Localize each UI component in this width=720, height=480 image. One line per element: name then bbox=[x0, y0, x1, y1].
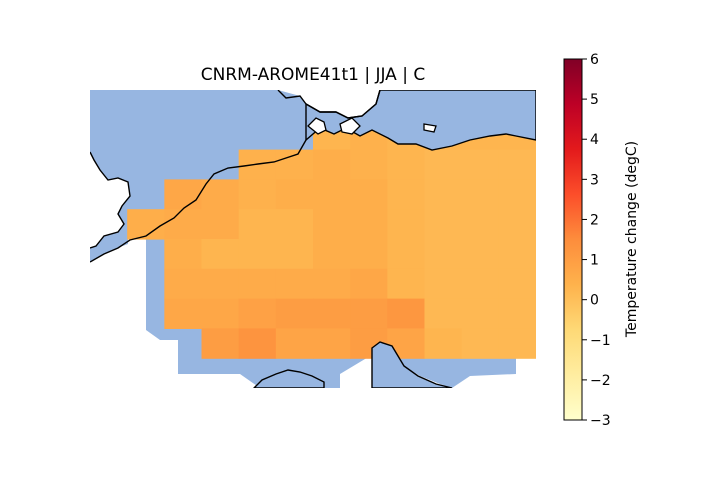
grid-cell bbox=[424, 209, 463, 240]
grid-cell bbox=[461, 209, 500, 240]
colorbar-tick-label: 3 bbox=[590, 172, 599, 188]
colorbar-tick-label: 4 bbox=[590, 132, 599, 148]
grid-cell bbox=[238, 179, 277, 210]
grid-cell bbox=[498, 298, 536, 329]
grid-cell bbox=[127, 209, 165, 240]
grid-cell bbox=[313, 328, 351, 359]
grid-cell bbox=[424, 328, 463, 359]
grid-cell bbox=[498, 209, 536, 240]
grid-cell bbox=[275, 209, 314, 240]
grid-cell bbox=[461, 239, 500, 270]
grid-cell bbox=[387, 179, 426, 210]
grid-cell bbox=[275, 328, 314, 359]
colorbar-tick-label: −3 bbox=[590, 413, 611, 429]
grid-cell bbox=[498, 179, 536, 210]
grid-cell bbox=[387, 239, 426, 270]
grid-cell bbox=[201, 298, 240, 329]
land-scandinavia bbox=[278, 90, 380, 118]
grid-cell bbox=[164, 298, 203, 329]
grid-cell bbox=[275, 149, 314, 180]
grid-cell bbox=[164, 179, 203, 210]
sea-adriatic bbox=[371, 341, 453, 388]
land-balkans bbox=[452, 374, 536, 388]
grid-cell bbox=[201, 268, 240, 300]
grid-cell bbox=[461, 328, 500, 359]
colorbar-label: Temperature change (degC) bbox=[624, 141, 640, 338]
coastline-continent bbox=[90, 139, 307, 263]
coastline-britain bbox=[90, 151, 131, 249]
colorbar-tick-label: −2 bbox=[590, 373, 611, 389]
grid-cell bbox=[164, 209, 203, 240]
grid-cell bbox=[498, 239, 536, 270]
grid-cell bbox=[461, 149, 500, 180]
grid-cell bbox=[461, 268, 500, 300]
grid-cell bbox=[238, 268, 277, 300]
grid-cell bbox=[498, 328, 536, 359]
colorbar: −3 −2 −1 0 1 2 3 4 5 6 Temperature change (degC) bbox=[563, 52, 640, 429]
grid-cell bbox=[238, 239, 277, 270]
grid-cell bbox=[313, 149, 351, 180]
grid-cell bbox=[387, 209, 426, 240]
grid-cell bbox=[498, 149, 536, 180]
grid-cell bbox=[424, 298, 463, 329]
island-denmark bbox=[307, 117, 327, 135]
colorbar-tick-label: 1 bbox=[590, 253, 599, 269]
island-oland bbox=[423, 123, 437, 133]
grid-cell bbox=[238, 298, 277, 329]
grid-cell bbox=[238, 328, 277, 359]
grid-cell bbox=[201, 209, 240, 240]
grid-cell bbox=[313, 179, 351, 210]
colorbar-ticks: −3 −2 −1 0 1 2 3 4 5 6 bbox=[582, 52, 611, 429]
grid-cell bbox=[201, 179, 240, 210]
grid-cell bbox=[275, 239, 314, 270]
chart-title: CNRM-AROME41t1 | JJA | C bbox=[201, 65, 425, 85]
grid-cell bbox=[350, 268, 388, 300]
grid-cell bbox=[424, 239, 463, 270]
grid-cell bbox=[313, 209, 351, 240]
grid-cell bbox=[313, 298, 351, 329]
colorbar-tick-label: 6 bbox=[590, 52, 599, 68]
grid-cell bbox=[387, 149, 426, 180]
grid-cell bbox=[424, 179, 463, 210]
land-france bbox=[90, 230, 260, 388]
coastline-scandinavia bbox=[277, 90, 381, 119]
grid-cell bbox=[164, 239, 203, 270]
grid-cell bbox=[424, 149, 463, 180]
grid-cell bbox=[461, 298, 500, 329]
colorbar-tick-label: 5 bbox=[590, 92, 599, 108]
grid-cell bbox=[275, 179, 314, 210]
land-britain bbox=[90, 152, 130, 248]
grid-cell bbox=[498, 268, 536, 300]
grid-cell bbox=[350, 298, 388, 329]
colorbar-tick-label: 0 bbox=[590, 293, 599, 309]
grid-cell bbox=[387, 298, 426, 329]
grid-cell bbox=[313, 239, 351, 270]
grid-cell bbox=[238, 149, 277, 180]
grid-cell bbox=[350, 209, 388, 240]
grid-cell bbox=[461, 179, 500, 210]
colorbar-gradient bbox=[563, 58, 583, 421]
grid-cell bbox=[350, 179, 388, 210]
colorbar-tick-label: −1 bbox=[590, 333, 611, 349]
grid-cell bbox=[275, 268, 314, 300]
grid-cell bbox=[313, 268, 351, 300]
grid-cell bbox=[238, 209, 277, 240]
grid-cell bbox=[350, 149, 388, 180]
map-area bbox=[90, 90, 536, 388]
grid-cell bbox=[275, 298, 314, 329]
colorbar-tick-label: 2 bbox=[590, 212, 599, 228]
grid-cell bbox=[201, 239, 240, 270]
grid-cell bbox=[164, 268, 203, 300]
grid-cell bbox=[387, 268, 426, 300]
grid-cell bbox=[350, 239, 388, 270]
grid-cell bbox=[201, 328, 240, 359]
grid-cell bbox=[424, 268, 463, 300]
island-zealand bbox=[339, 117, 361, 135]
sea-ligurian bbox=[253, 369, 325, 388]
